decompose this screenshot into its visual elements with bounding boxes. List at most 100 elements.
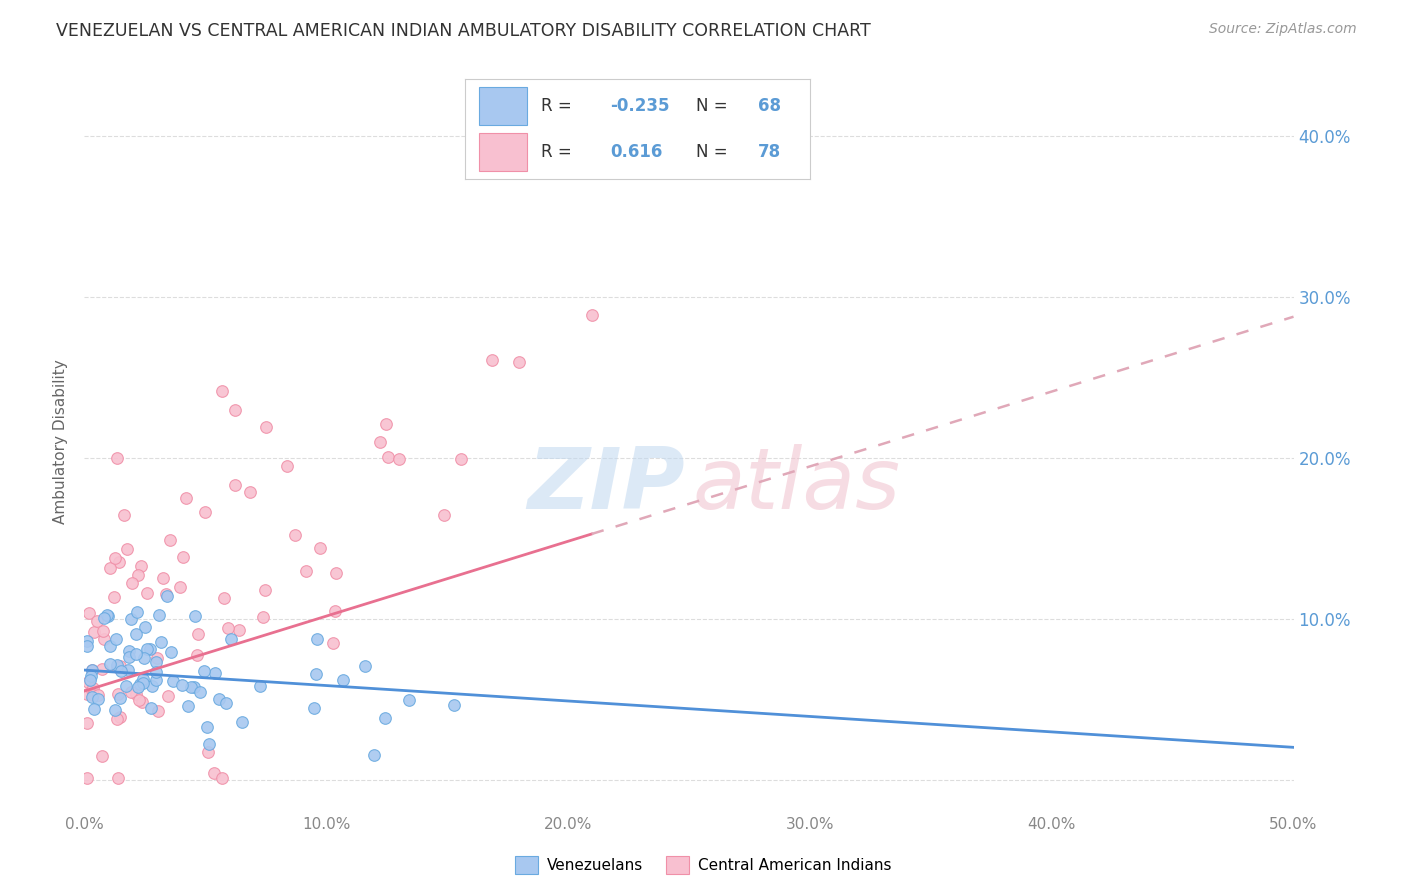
Point (136, 641, 159, 656)
Point (125, 627, 148, 641)
Point (169, 580, 191, 594)
Point (80, 690, 103, 704)
Point (172, 549, 194, 564)
Point (325, 566, 347, 580)
Point (145, 673, 167, 687)
Point (131, 672, 153, 686)
Point (252, 610, 274, 624)
Point (82, 688, 104, 702)
Point (132, 651, 155, 665)
Point (148, 607, 170, 622)
Point (276, 459, 298, 474)
Point (211, 384, 233, 398)
Point (76, 771, 98, 785)
Point (323, 604, 346, 618)
Point (374, 711, 396, 725)
Point (180, 680, 202, 694)
Point (134, 620, 156, 634)
Point (121, 576, 143, 591)
Point (215, 696, 238, 710)
Point (91, 662, 114, 676)
Point (93, 611, 115, 625)
Point (104, 551, 127, 566)
Point (128, 693, 150, 707)
Point (127, 568, 149, 582)
Point (107, 687, 129, 701)
Point (377, 450, 399, 465)
Point (284, 527, 307, 541)
Point (443, 698, 465, 713)
Point (77, 607, 100, 621)
Point (104, 703, 127, 717)
Point (86, 614, 108, 628)
Point (80, 669, 103, 683)
Point (375, 417, 398, 432)
Point (115, 679, 138, 693)
Point (231, 714, 253, 729)
Point (193, 504, 215, 518)
Legend: Venezuelans, Central American Indians: Venezuelans, Central American Indians (509, 850, 897, 880)
Point (76, 633, 98, 648)
Point (107, 555, 129, 569)
Point (305, 667, 328, 681)
Point (131, 676, 153, 690)
Point (152, 571, 174, 585)
Point (118, 650, 141, 665)
Point (186, 648, 208, 662)
Point (97, 609, 120, 624)
Point (112, 508, 135, 522)
Point (433, 508, 456, 523)
Point (91, 624, 114, 639)
Point (239, 484, 262, 499)
Point (98, 639, 121, 653)
Point (162, 674, 184, 689)
Point (146, 650, 169, 665)
Point (508, 355, 530, 369)
Point (183, 680, 205, 694)
Point (98, 657, 121, 671)
Point (188, 685, 211, 699)
Point (214, 591, 236, 605)
Point (217, 621, 239, 635)
Point (105, 450, 128, 465)
Point (105, 660, 128, 674)
Point (118, 644, 141, 658)
Point (131, 695, 153, 709)
Point (127, 605, 149, 619)
Point (195, 721, 218, 735)
Point (197, 745, 219, 759)
Point (294, 565, 316, 579)
Point (450, 452, 472, 467)
Text: VENEZUELAN VS CENTRAL AMERICAN INDIAN AMBULATORY DISABILITY CORRELATION CHART: VENEZUELAN VS CENTRAL AMERICAN INDIAN AM… (56, 22, 870, 40)
Point (82, 681, 104, 695)
Point (145, 665, 167, 679)
Point (224, 478, 246, 492)
Point (155, 589, 177, 603)
Point (160, 645, 183, 659)
Point (108, 658, 131, 673)
Point (159, 533, 181, 548)
Point (156, 689, 179, 703)
Point (148, 704, 170, 718)
Point (76, 687, 98, 701)
Text: Source: ZipAtlas.com: Source: ZipAtlas.com (1209, 22, 1357, 37)
Point (228, 624, 250, 638)
Point (193, 664, 215, 678)
Point (76, 640, 98, 654)
Point (302, 701, 325, 715)
Point (202, 765, 225, 780)
Point (155, 587, 177, 601)
Point (110, 664, 132, 678)
Point (108, 691, 131, 706)
Point (138, 642, 160, 657)
Point (108, 710, 131, 724)
Point (322, 636, 344, 650)
Point (105, 712, 128, 726)
Point (305, 632, 328, 646)
Point (308, 541, 330, 555)
Point (145, 656, 167, 670)
Point (125, 687, 148, 701)
Point (127, 680, 149, 694)
Point (129, 558, 152, 573)
Point (581, 308, 603, 322)
